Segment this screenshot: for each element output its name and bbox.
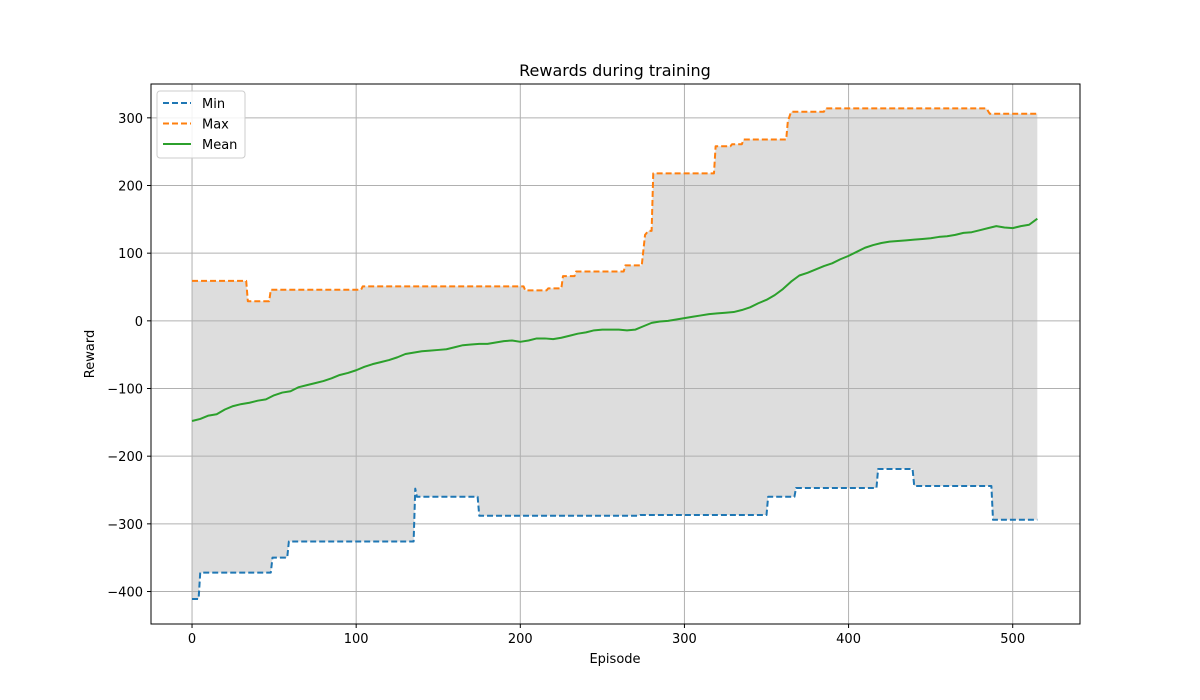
plot-area: 0 100 200 300 400 500 −400 −300 −200 −100 0 100 200 3…: [107, 83, 1081, 647]
series-line-min: [192, 468, 1038, 600]
plot-frame: [150, 83, 1081, 625]
series-line-mean: [191, 217, 1038, 422]
x-tick-label: 300: [672, 632, 697, 647]
x-tick-label: 200: [508, 632, 533, 647]
y-tick-label: −200: [107, 450, 143, 465]
series-line-max: [192, 107, 1038, 303]
y-tick-label: −100: [107, 383, 143, 398]
x-tick-label: 400: [836, 632, 861, 647]
legend-label-max: Max: [202, 118, 229, 133]
legend-label-min: Min: [202, 97, 225, 112]
x-axis-label: Episode: [589, 652, 640, 667]
min-max-band: [192, 108, 1038, 599]
y-tick-label: 200: [118, 180, 143, 195]
x-tick-label: 100: [344, 632, 369, 647]
y-tick-label: 300: [118, 112, 143, 127]
x-tick-label: 500: [1000, 632, 1025, 647]
y-tick-label: 100: [118, 247, 143, 262]
legend-label-mean: Mean: [202, 138, 237, 153]
chart-title: Rewards during training: [519, 61, 711, 80]
y-tick-label: −300: [107, 518, 143, 533]
y-tick-label: 0: [135, 315, 143, 330]
y-axis-label: Reward: [83, 330, 98, 378]
chart-legend: Min Max Mean: [156, 90, 246, 159]
x-tick-label: 0: [188, 632, 196, 647]
y-tick-label: −400: [107, 586, 143, 601]
legend-box: [156, 90, 246, 159]
